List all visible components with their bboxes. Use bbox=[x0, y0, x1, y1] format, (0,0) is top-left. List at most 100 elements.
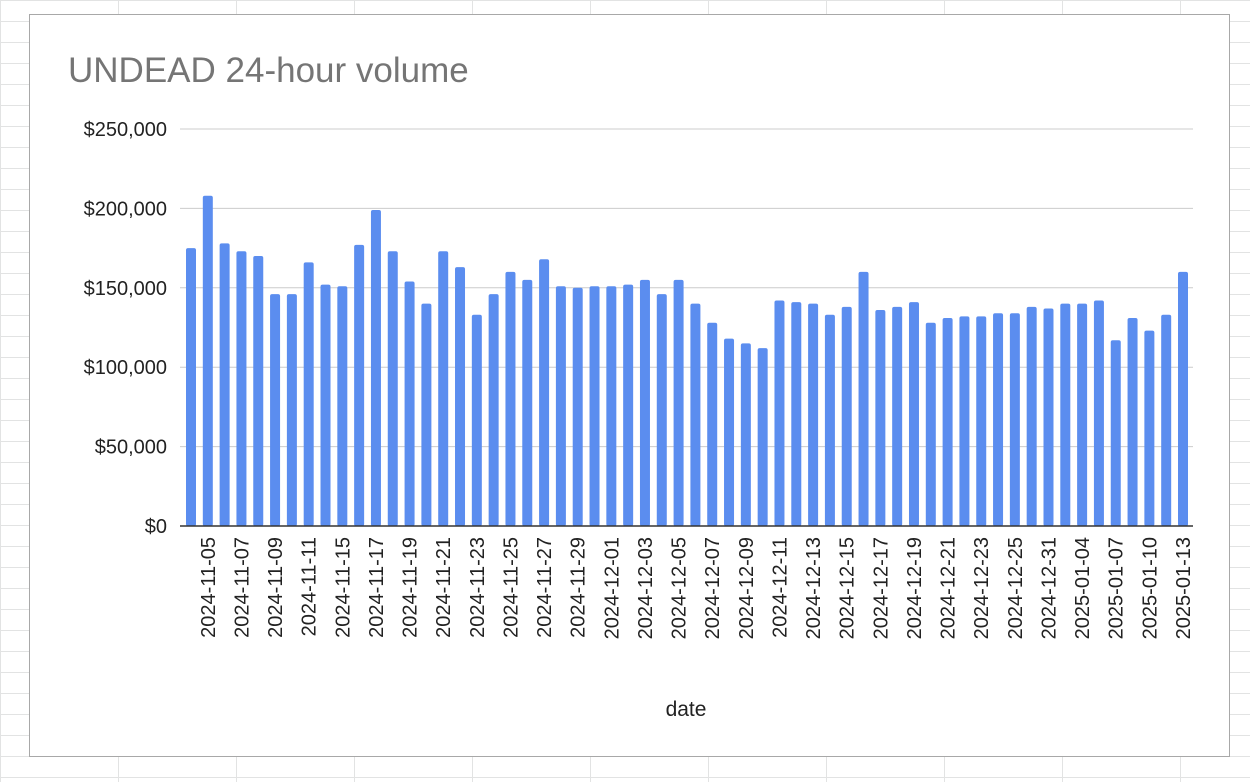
bar bbox=[623, 284, 634, 526]
x-tick-label: 2024-12-17 bbox=[870, 537, 892, 639]
bar bbox=[320, 284, 331, 526]
bar bbox=[673, 279, 684, 526]
bar bbox=[959, 316, 970, 526]
bar bbox=[690, 303, 701, 526]
x-tick-label: 2024-12-31 bbox=[1038, 537, 1060, 639]
bar bbox=[824, 314, 835, 526]
bar bbox=[572, 287, 583, 526]
chart-title: UNDEAD 24-hour volume bbox=[68, 51, 469, 90]
x-tick-label: 2024-11-25 bbox=[500, 537, 522, 638]
bar bbox=[337, 286, 348, 526]
bar bbox=[1093, 300, 1104, 526]
bar bbox=[370, 209, 381, 526]
bar bbox=[791, 302, 802, 526]
y-tick-label: $100,000 bbox=[84, 357, 167, 379]
x-tick-label: 2025-01-07 bbox=[1106, 537, 1128, 639]
bar bbox=[808, 303, 819, 526]
bar bbox=[656, 294, 667, 526]
x-tick-label: 2024-12-19 bbox=[904, 537, 926, 639]
x-tick-label: 2024-11-11 bbox=[299, 537, 321, 636]
bar bbox=[976, 316, 987, 526]
x-axis-label: date bbox=[666, 698, 707, 721]
bar bbox=[186, 248, 196, 526]
bar bbox=[286, 294, 297, 526]
bar bbox=[606, 286, 617, 526]
x-tick-label: 2024-11-19 bbox=[400, 537, 422, 638]
bar bbox=[253, 256, 264, 526]
bar bbox=[1178, 271, 1188, 526]
x-tick-label: 2025-01-13 bbox=[1173, 537, 1195, 639]
x-tick-label: 2024-11-09 bbox=[265, 537, 287, 638]
bar bbox=[774, 300, 785, 526]
x-tick-label: 2024-11-23 bbox=[467, 537, 489, 638]
x-tick-label: 2024-12-15 bbox=[837, 537, 859, 639]
bar bbox=[1009, 313, 1020, 526]
x-tick-label: 2024-12-21 bbox=[938, 537, 960, 639]
x-tick-label: 2024-11-27 bbox=[534, 537, 556, 638]
bar bbox=[1161, 314, 1172, 526]
bar bbox=[354, 244, 365, 526]
bar bbox=[236, 251, 247, 526]
bar bbox=[539, 259, 550, 526]
bar bbox=[925, 322, 936, 526]
x-tick-label: 2024-11-15 bbox=[332, 537, 354, 638]
bar bbox=[942, 317, 953, 526]
x-tick-label: 2024-12-01 bbox=[601, 537, 623, 639]
x-tick-label: 2024-12-05 bbox=[669, 537, 691, 639]
x-tick-label: 2024-11-29 bbox=[568, 537, 590, 638]
bar bbox=[270, 294, 281, 526]
bar bbox=[1127, 317, 1138, 526]
bar bbox=[1077, 303, 1088, 526]
bar bbox=[639, 279, 650, 526]
y-tick-label: $250,000 bbox=[84, 119, 167, 141]
bar bbox=[1043, 308, 1054, 526]
y-tick-label: $200,000 bbox=[84, 198, 167, 220]
bar bbox=[219, 243, 230, 526]
bar bbox=[892, 306, 903, 526]
y-tick-label: $150,000 bbox=[84, 278, 167, 300]
bar bbox=[1110, 340, 1121, 526]
bar bbox=[1026, 306, 1037, 526]
x-tick-label: 2025-01-04 bbox=[1072, 537, 1094, 639]
bar bbox=[589, 286, 600, 526]
bar bbox=[555, 286, 566, 526]
bar bbox=[875, 310, 886, 526]
bar bbox=[707, 322, 718, 526]
x-tick-label: 2024-11-07 bbox=[231, 537, 253, 638]
bar bbox=[1060, 303, 1071, 526]
bar bbox=[1144, 330, 1155, 526]
x-tick-label: 2025-01-10 bbox=[1139, 537, 1161, 639]
bar bbox=[993, 313, 1004, 526]
bar bbox=[858, 271, 869, 526]
bar bbox=[387, 251, 398, 526]
x-tick-label: 2024-12-11 bbox=[769, 537, 791, 638]
bar bbox=[757, 348, 768, 526]
bar bbox=[404, 281, 415, 526]
y-tick-label: $50,000 bbox=[95, 437, 167, 459]
bar bbox=[471, 314, 482, 526]
bar bbox=[740, 343, 751, 526]
bar bbox=[841, 306, 852, 526]
x-tick-label: 2024-12-25 bbox=[1005, 537, 1027, 639]
x-tick-label: 2024-12-23 bbox=[971, 537, 993, 639]
y-tick-label: $0 bbox=[145, 516, 167, 538]
y-axis-ticks: $0 $50,000 $100,000 $150,000 $200,000 $250,00… bbox=[84, 119, 167, 538]
x-tick-label: 2024-12-07 bbox=[702, 537, 724, 639]
gridlines bbox=[180, 128, 1193, 448]
x-tick-label: 2024-12-09 bbox=[736, 537, 758, 639]
x-tick-label: 2024-12-03 bbox=[635, 537, 657, 639]
x-tick-label: 2024-11-21 bbox=[433, 537, 455, 638]
x-tick-label: 2024-12-13 bbox=[803, 537, 825, 639]
bar bbox=[488, 294, 499, 526]
bar bbox=[438, 251, 449, 526]
x-axis-ticks: 2024-11-05 2024-11-07 2024-11-09 2024-11-11… bbox=[198, 537, 1195, 639]
bar bbox=[303, 262, 314, 526]
bar bbox=[522, 279, 533, 526]
bar bbox=[202, 195, 213, 527]
x-tick-label: 2024-11-05 bbox=[198, 537, 220, 638]
x-tick-label: 2024-11-17 bbox=[366, 537, 388, 638]
bars bbox=[186, 195, 1188, 527]
bar bbox=[505, 271, 516, 526]
bar bbox=[421, 303, 432, 526]
